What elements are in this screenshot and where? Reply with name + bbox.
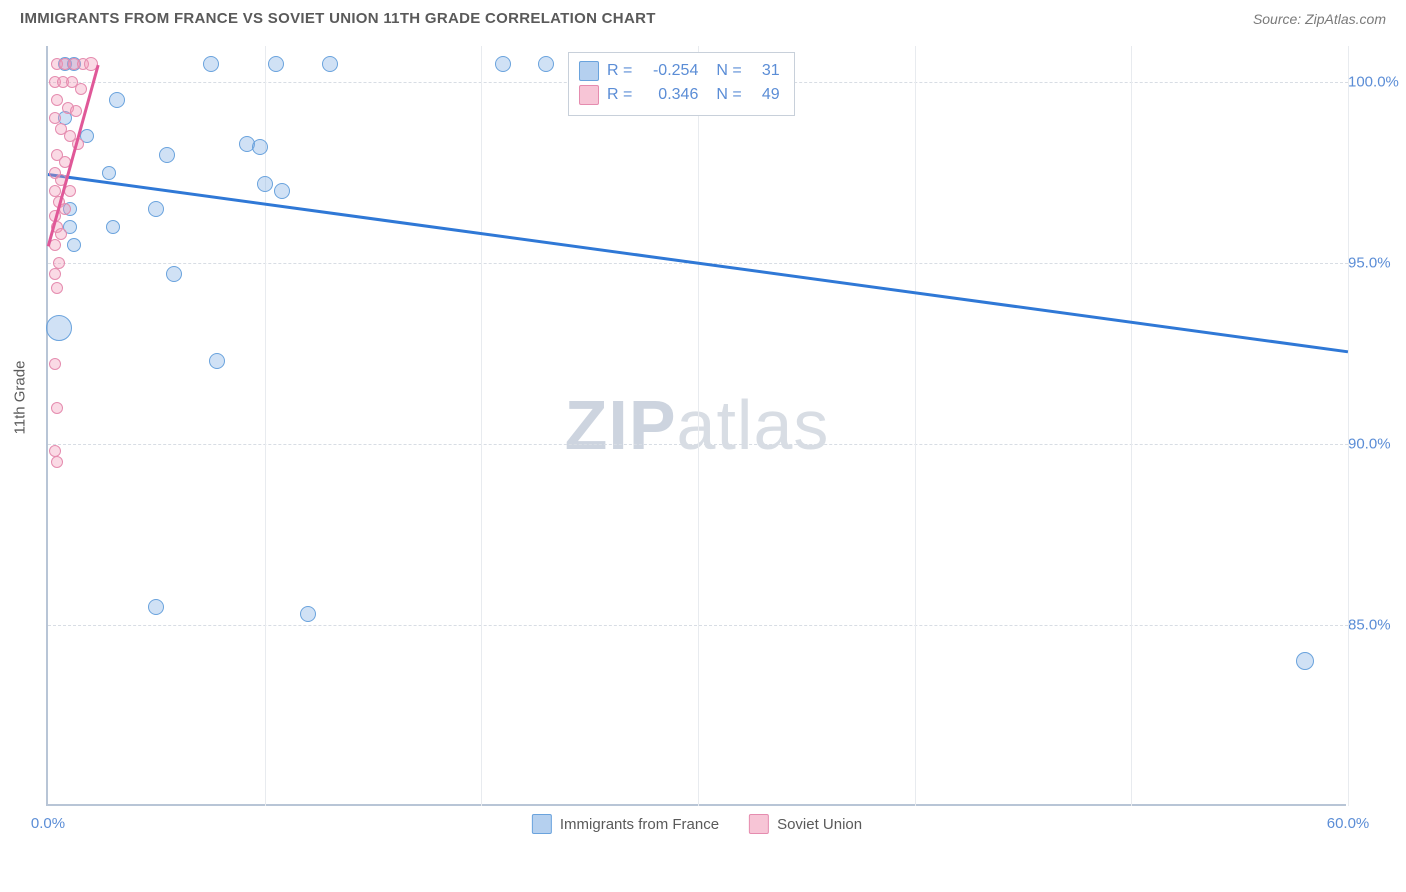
scatter-point-france: [148, 599, 164, 615]
scatter-point-france: [274, 183, 290, 199]
y-tick-label: 95.0%: [1348, 255, 1406, 272]
legend-n-value: 31: [750, 59, 780, 83]
scatter-point-france: [257, 176, 273, 192]
scatter-point-france: [67, 238, 81, 252]
scatter-point-france: [106, 220, 120, 234]
y-axis-label: 11th Grade: [12, 361, 29, 435]
scatter-point-france: [1296, 652, 1314, 670]
scatter-point-france: [46, 315, 72, 341]
legend-n-value: 49: [750, 83, 780, 107]
legend-series: Immigrants from France Soviet Union: [532, 814, 862, 834]
legend-correlation-row: R = 0.346 N = 49: [579, 83, 780, 107]
vgrid-line: [915, 46, 916, 806]
y-tick-label: 85.0%: [1348, 617, 1406, 634]
scatter-point-soviet: [55, 228, 67, 240]
y-tick-label: 90.0%: [1348, 436, 1406, 453]
legend-r-label: R =: [607, 83, 632, 107]
vgrid-line: [1348, 46, 1349, 806]
scatter-point-soviet: [51, 94, 63, 106]
scatter-point-france: [159, 147, 175, 163]
legend-n-label: N =: [716, 83, 741, 107]
legend-correlation-box: R = -0.254 N = 31 R = 0.346 N = 49: [568, 52, 795, 116]
scatter-point-france: [495, 56, 511, 72]
x-tick-label: 0.0%: [31, 815, 65, 832]
plot-area: ZIPatlas 85.0%90.0%95.0%100.0%0.0%60.0%R…: [46, 46, 1346, 806]
scatter-point-soviet: [49, 268, 61, 280]
legend-item-label: Immigrants from France: [560, 816, 719, 833]
scatter-point-soviet: [51, 282, 63, 294]
scatter-point-soviet: [49, 358, 61, 370]
scatter-point-france: [300, 606, 316, 622]
legend-r-value: -0.254: [640, 59, 698, 83]
legend-r-label: R =: [607, 59, 632, 83]
legend-r-value: 0.346: [640, 83, 698, 107]
vgrid-line: [481, 46, 482, 806]
scatter-point-soviet: [75, 83, 87, 95]
scatter-point-soviet: [59, 203, 71, 215]
legend-correlation-row: R = -0.254 N = 31: [579, 59, 780, 83]
legend-swatch-pink: [579, 85, 599, 105]
scatter-point-france: [102, 166, 116, 180]
scatter-point-france: [268, 56, 284, 72]
scatter-point-france: [538, 56, 554, 72]
scatter-point-france: [166, 266, 182, 282]
legend-swatch-blue: [532, 814, 552, 834]
chart-title: IMMIGRANTS FROM FRANCE VS SOVIET UNION 1…: [20, 10, 656, 27]
scatter-point-soviet: [51, 402, 63, 414]
vgrid-line: [265, 46, 266, 806]
legend-item: Immigrants from France: [532, 814, 719, 834]
legend-swatch-pink: [749, 814, 769, 834]
vgrid-line: [698, 46, 699, 806]
legend-swatch-blue: [579, 61, 599, 81]
watermark-bold: ZIP: [565, 386, 677, 464]
scatter-point-france: [209, 353, 225, 369]
scatter-point-soviet: [51, 456, 63, 468]
watermark-rest: atlas: [677, 386, 830, 464]
x-tick-label: 60.0%: [1327, 815, 1370, 832]
legend-n-label: N =: [716, 59, 741, 83]
watermark: ZIPatlas: [565, 385, 830, 465]
chart-container: 11th Grade ZIPatlas 85.0%90.0%95.0%100.0…: [46, 46, 1386, 836]
legend-item: Soviet Union: [749, 814, 862, 834]
scatter-point-france: [109, 92, 125, 108]
scatter-point-france: [252, 139, 268, 155]
scatter-point-france: [203, 56, 219, 72]
chart-header: IMMIGRANTS FROM FRANCE VS SOVIET UNION 1…: [0, 0, 1406, 35]
scatter-point-france: [148, 201, 164, 217]
scatter-point-france: [322, 56, 338, 72]
legend-item-label: Soviet Union: [777, 816, 862, 833]
y-tick-label: 100.0%: [1348, 74, 1406, 91]
scatter-point-soviet: [70, 105, 82, 117]
vgrid-line: [1131, 46, 1132, 806]
source-label: Source: ZipAtlas.com: [1253, 11, 1386, 27]
